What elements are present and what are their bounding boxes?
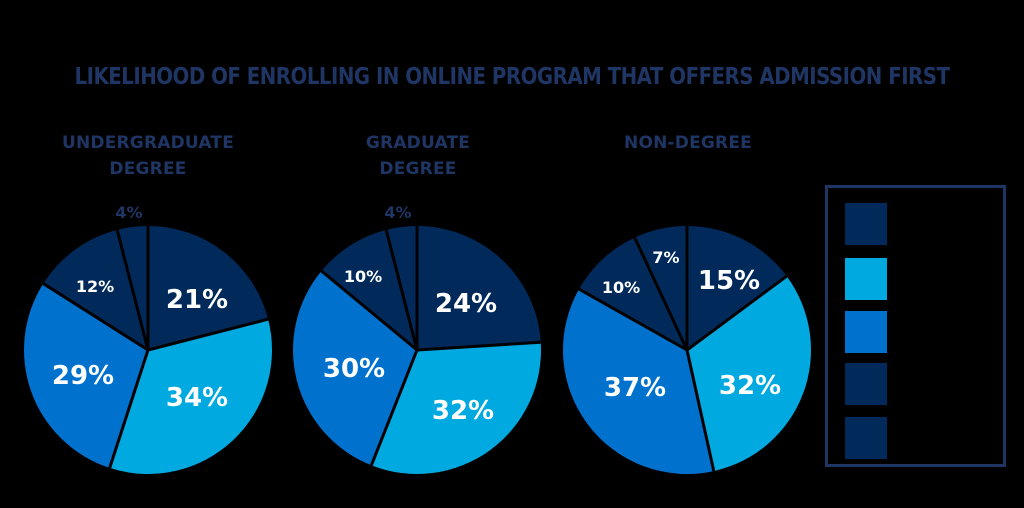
pie-title-non-degree: NON-DEGREE — [588, 130, 788, 156]
pie-slice — [687, 226, 787, 350]
legend-swatch-5 — [845, 417, 887, 459]
pie-slice — [148, 226, 269, 350]
pie-slice — [293, 270, 417, 466]
legend-swatch-3 — [845, 311, 887, 353]
pie-slice — [417, 226, 541, 350]
legend-swatch-4 — [845, 363, 887, 405]
slice-label: 30% — [323, 354, 385, 384]
pie-title-undergraduate: UNDERGRADUATE DEGREE — [48, 130, 248, 182]
pie-title-line: UNDERGRADUATE — [61, 133, 235, 153]
slice-label: 10% — [344, 267, 382, 286]
pie-slice — [578, 237, 687, 350]
pie-chart-non-degree — [562, 226, 811, 474]
pie-chart-undergraduate — [23, 226, 273, 474]
pie-slice — [687, 276, 811, 472]
slice-label: 7% — [652, 248, 679, 267]
pie-slice — [562, 289, 714, 474]
slice-label: 34% — [166, 383, 228, 413]
pie-title-graduate: GRADUATE DEGREE — [318, 130, 518, 182]
pie-title-line: NON-DEGREE — [624, 133, 752, 153]
chart-title: LIKELIHOOD OF ENROLLING IN ONLINE PROGRA… — [74, 64, 950, 90]
legend-swatch-2 — [845, 258, 887, 300]
slice-label: 10% — [602, 278, 640, 297]
slice-label: 12% — [76, 277, 114, 296]
slice-divider — [369, 349, 419, 466]
slice-divider — [686, 274, 788, 352]
slice-label-4pct: 4% — [384, 203, 411, 222]
slice-divider — [42, 282, 149, 352]
pie-slice — [23, 283, 149, 468]
slice-divider — [115, 229, 150, 351]
slice-divider — [578, 287, 688, 352]
pie-slice — [371, 342, 541, 475]
pie-title-line: DEGREE — [109, 159, 187, 179]
slice-label: 24% — [435, 289, 497, 319]
slice-divider — [320, 269, 418, 352]
pie-chart-graduate — [293, 226, 541, 475]
slice-divider — [384, 229, 419, 351]
slice-label: 32% — [432, 396, 494, 426]
legend-swatch-1 — [845, 203, 887, 245]
pie-slice — [109, 319, 273, 474]
legend — [825, 185, 1006, 467]
slice-label: 37% — [604, 373, 666, 403]
slice-divider — [685, 349, 716, 472]
slice-label: 32% — [719, 371, 781, 401]
slice-label-4pct: 4% — [115, 203, 142, 222]
pie-slice — [43, 229, 148, 350]
slice-divider — [633, 236, 689, 351]
pie-title-line: DEGREE — [379, 159, 457, 179]
slice-label: 15% — [698, 266, 760, 296]
slice-divider — [147, 317, 269, 352]
slice-divider — [416, 340, 541, 352]
slice-divider — [108, 349, 150, 469]
pie-title-line: GRADUATE — [365, 133, 471, 153]
slice-label: 21% — [166, 285, 228, 315]
slice-label: 29% — [52, 361, 114, 391]
